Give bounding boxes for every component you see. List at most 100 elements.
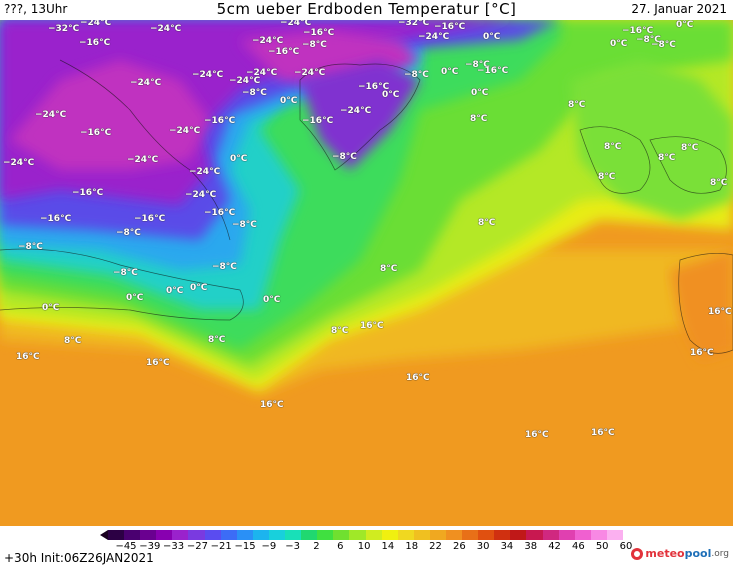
scale-tick-label: 50	[595, 541, 609, 552]
temperature-label: 16°C	[591, 428, 615, 438]
temperature-map: −32°C −24°C −24°C −24°C −16°C −32°C −16°C −24°C…	[0, 20, 733, 526]
scale-swatch	[268, 530, 286, 540]
temperature-label: −16°C	[80, 128, 112, 138]
temperature-label: 8°C	[604, 142, 622, 152]
temperature-label: −8°C	[116, 228, 141, 238]
temperature-label: −16°C	[134, 214, 166, 224]
temperature-label: −16°C	[72, 188, 104, 198]
temperature-label: −8°C	[465, 60, 490, 70]
scale-tick-label: 46	[572, 541, 585, 552]
temperature-label: −16°C	[477, 66, 509, 76]
temperature-label: −16°C	[268, 47, 300, 57]
temperature-label: −16°C	[204, 208, 236, 218]
temperature-label: −8°C	[404, 70, 429, 80]
temperature-label: −24°C	[252, 36, 284, 46]
temperature-label: −16°C	[302, 116, 334, 126]
scale-swatch	[590, 530, 607, 540]
scale-tick-label: −45	[115, 541, 137, 552]
scale-tick-label: 6	[337, 541, 344, 552]
temperature-label: 8°C	[64, 336, 82, 346]
scale-swatch	[510, 530, 527, 540]
temperature-label: 0°C	[471, 88, 489, 98]
scale-swatch	[172, 530, 189, 540]
temperature-label: −24°C	[3, 158, 35, 168]
scale-swatch	[333, 530, 350, 540]
scale-swatch	[317, 530, 334, 540]
scale-tick-label: 30	[476, 541, 490, 552]
temperature-label: −24°C	[192, 70, 224, 80]
scale-swatch	[574, 530, 591, 540]
temperature-label: −24°C	[35, 110, 67, 120]
temperature-label: −16°C	[40, 214, 72, 224]
temperature-label: −24°C	[169, 126, 201, 136]
temperature-label: 16°C	[360, 321, 384, 331]
temperature-label: −24°C	[340, 106, 372, 116]
scale-swatch	[526, 530, 543, 540]
scale-swatch	[252, 530, 269, 540]
temperature-label: 16°C	[16, 352, 40, 362]
scale-swatch	[462, 530, 479, 540]
map-title: 5cm ueber Erdboden Temperatur [°C]	[216, 0, 517, 18]
scale-swatch	[445, 530, 463, 540]
temperature-label: −24°C	[185, 190, 217, 200]
temperature-label: 16°C	[690, 348, 714, 358]
scale-swatch	[236, 530, 253, 540]
temperature-label: 0°C	[190, 283, 208, 293]
temperature-label: 0°C	[230, 154, 248, 164]
scale-tick-label: −3	[285, 541, 301, 552]
temperature-label: −24°C	[246, 68, 278, 78]
temperature-label: 8°C	[208, 335, 226, 345]
temperature-label: 0°C	[382, 90, 400, 100]
temperature-label: −8°C	[212, 262, 237, 272]
temperature-label: −24°C	[150, 24, 182, 34]
temperature-label: −8°C	[332, 152, 357, 162]
temperature-label: −24°C	[127, 155, 159, 165]
temperature-label: 0°C	[166, 286, 184, 296]
temperature-label: 16°C	[260, 400, 284, 410]
scale-swatch	[188, 530, 205, 540]
temperature-label: −16°C	[204, 116, 236, 126]
temperature-label: 8°C	[568, 100, 586, 110]
scale-swatch	[542, 530, 559, 540]
temperature-label: 8°C	[380, 264, 398, 274]
temperature-label: 0°C	[126, 293, 144, 303]
footer: −45 −39 −33 −27 −21 −15 −9 −3 2 6 10 14 18 22 26 30 34 38…	[0, 526, 733, 566]
scale-swatch	[156, 530, 173, 540]
scale-swatch	[124, 530, 141, 540]
temperature-label: 8°C	[681, 143, 699, 153]
temperature-label: −24°C	[229, 76, 261, 86]
scale-swatch	[220, 530, 237, 540]
color-scale-bar	[108, 530, 623, 540]
scale-swatch	[478, 530, 495, 540]
temperature-label: 0°C	[280, 96, 298, 106]
scale-tick-label: −39	[139, 541, 161, 552]
scale-tick-label: −21	[210, 541, 232, 552]
temperature-label: 8°C	[470, 114, 488, 124]
valid-date: 27. Januar 2021	[631, 2, 727, 16]
meteopool-logo[interactable]: meteo pool .org	[631, 547, 729, 560]
temperature-label: 8°C	[331, 326, 349, 336]
temperature-label: 0°C	[610, 39, 628, 49]
temperature-label: −16°C	[303, 28, 335, 38]
temperature-label: −32°C	[398, 20, 430, 28]
scale-tick-label: 26	[452, 541, 466, 552]
temperature-label: −16°C	[434, 22, 466, 32]
scale-tick-label: 42	[548, 541, 561, 552]
scale-tick-label: 60	[619, 541, 633, 552]
temperature-label: 8°C	[598, 172, 616, 182]
scale-swatch	[397, 530, 414, 540]
scale-tick-label: 38	[524, 541, 538, 552]
temperature-label: −32°C	[48, 24, 80, 34]
temperature-label: 16°C	[406, 373, 430, 383]
color-scale-ticks: −45 −39 −33 −27 −21 −15 −9 −3 2 6 10 14 18 22 26 30 34 38…	[108, 541, 632, 553]
temperature-label: 16°C	[146, 358, 170, 368]
scale-swatch	[349, 530, 366, 540]
scale-swatch	[301, 530, 318, 540]
temperature-label: 16°C	[525, 430, 549, 440]
scale-tick-label: 22	[429, 541, 442, 552]
scale-arrow-icon	[100, 530, 108, 540]
scale-swatch	[413, 530, 430, 540]
scale-tick-label: −15	[234, 541, 256, 552]
temperature-label: 8°C	[478, 218, 496, 228]
scale-tick-label: 18	[405, 541, 419, 552]
